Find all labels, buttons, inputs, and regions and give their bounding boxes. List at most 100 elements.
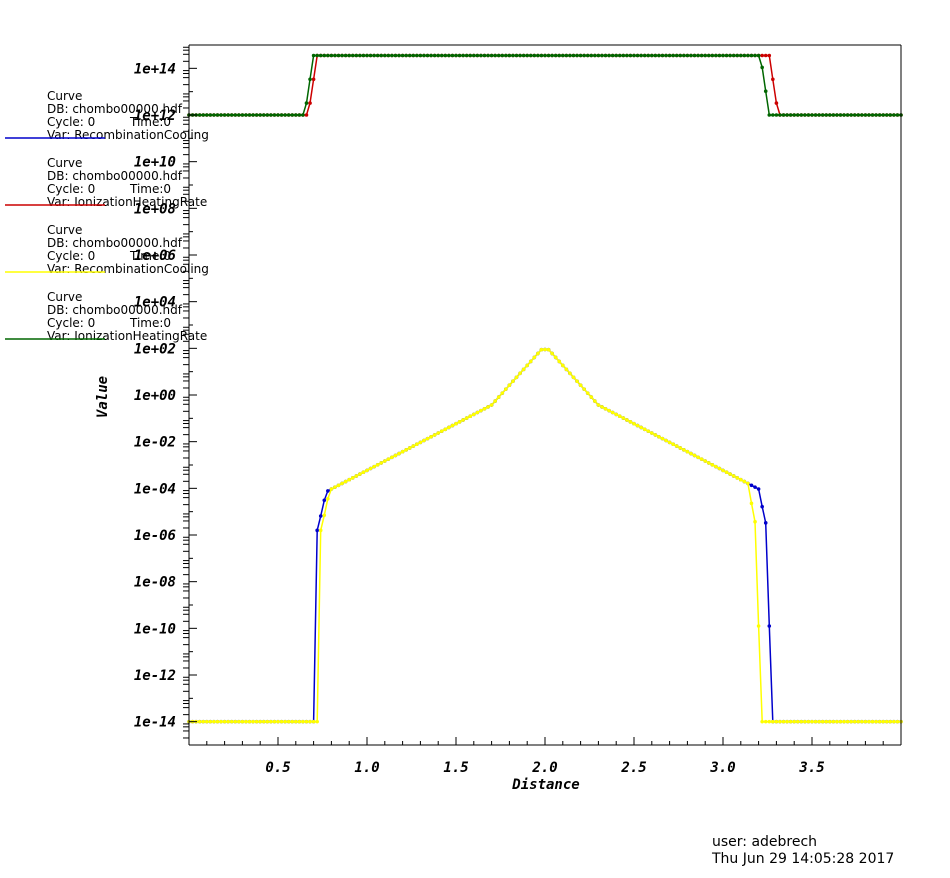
data-point: [625, 53, 629, 58]
data-point: [286, 113, 291, 117]
data-point: [215, 113, 220, 117]
data-point: [379, 461, 384, 465]
legend-cycle: Cycle: 0: [47, 316, 95, 330]
data-point: [347, 477, 352, 482]
data-point: [778, 719, 782, 724]
data-point: [742, 53, 747, 58]
data-point: [486, 53, 490, 58]
series-points-1: [187, 347, 903, 724]
data-point: [251, 113, 255, 117]
data-point: [443, 427, 448, 432]
series-points-2: [187, 53, 903, 117]
data-point: [593, 53, 597, 58]
data-point: [650, 53, 654, 58]
data-point: [806, 113, 811, 117]
data-point: [674, 53, 679, 58]
data-point: [265, 719, 270, 724]
data-point: [261, 113, 266, 117]
data-point: [283, 113, 287, 117]
data-point: [685, 53, 690, 58]
x-tick-label: 3.0: [709, 760, 735, 776]
data-point: [457, 53, 462, 58]
data-point: [258, 719, 263, 724]
data-point: [472, 53, 476, 58]
data-point: [379, 53, 384, 58]
data-point: [589, 53, 594, 58]
data-point: [749, 483, 754, 488]
data-point: [407, 446, 412, 450]
data-point: [685, 449, 690, 454]
data-point: [528, 359, 533, 364]
legend-time: Time:0: [129, 115, 171, 129]
legend-db: DB: chombo00000.hdf: [47, 236, 183, 250]
data-point: [383, 53, 387, 58]
data-point: [279, 719, 284, 724]
data-point: [788, 113, 793, 117]
data-point: [717, 466, 722, 471]
legend-var: Var: IonizationHeatingRate: [47, 329, 207, 343]
data-point: [333, 53, 337, 58]
data-point: [642, 427, 647, 432]
data-point: [546, 53, 551, 58]
data-point: [226, 719, 230, 724]
data-point: [197, 113, 202, 117]
data-point: [229, 113, 234, 117]
data-point: [703, 53, 707, 58]
data-point: [507, 383, 512, 388]
data-point: [482, 53, 487, 58]
data-point: [411, 53, 416, 58]
data-point: [390, 455, 394, 460]
data-point: [578, 53, 583, 58]
data-point: [365, 53, 369, 58]
data-point: [400, 53, 405, 58]
data-point: [322, 53, 327, 58]
data-point: [575, 53, 579, 58]
data-point: [753, 519, 757, 524]
data-point: [763, 53, 768, 58]
data-point: [842, 113, 846, 117]
data-point: [372, 464, 376, 469]
data-point: [753, 485, 757, 489]
data-point: [276, 113, 280, 117]
data-point: [393, 53, 398, 58]
data-point: [767, 53, 772, 58]
data-point: [215, 719, 220, 724]
data-point: [425, 53, 430, 58]
data-point: [820, 719, 825, 724]
data-point: [792, 719, 796, 724]
data-point: [667, 440, 672, 445]
data-point: [464, 53, 469, 58]
legend-time: Time:0: [129, 316, 171, 330]
data-point: [286, 719, 291, 724]
data-point: [514, 375, 519, 380]
data-point: [315, 719, 319, 724]
data-point: [703, 459, 707, 463]
data-point: [390, 53, 394, 58]
data-point: [532, 53, 537, 58]
data-point: [311, 719, 316, 724]
data-point: [532, 355, 537, 360]
data-point: [625, 418, 629, 422]
data-point: [792, 113, 796, 117]
data-point: [361, 53, 366, 58]
data-point: [671, 442, 675, 447]
data-point: [222, 113, 227, 117]
data-point: [650, 431, 654, 435]
data-point: [767, 624, 772, 628]
y-tick-label: 1e+04: [134, 295, 176, 311]
data-point: [297, 113, 302, 117]
data-point: [468, 414, 473, 419]
data-point: [297, 719, 302, 724]
data-point: [849, 113, 853, 117]
data-point: [607, 408, 611, 413]
data-point: [340, 53, 344, 58]
data-point: [226, 113, 230, 117]
data-point: [856, 113, 861, 117]
data-point: [322, 498, 327, 503]
data-point: [884, 113, 889, 117]
data-point: [208, 113, 213, 117]
data-point: [806, 719, 811, 724]
data-point: [311, 53, 316, 58]
